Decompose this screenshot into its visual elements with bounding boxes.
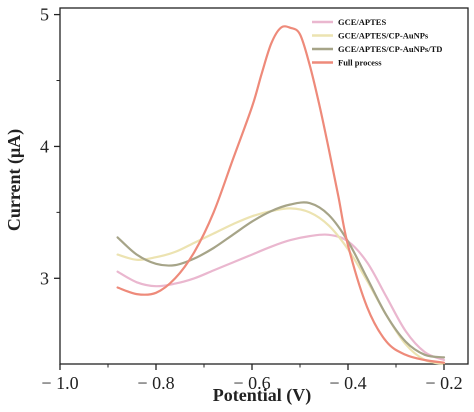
legend-label-3: Full process [338, 58, 382, 68]
axis-ticks: − 1.0 − 0.8 − 0.6 − 0.4 − 0.2 3 4 5 [40, 5, 463, 393]
legend: GCE/APTES GCE/APTES/CP-AuNPs GCE/APTES/CP-… [312, 17, 442, 68]
plot-area [59, 7, 469, 365]
y-tick-label: 4 [40, 136, 49, 156]
plot-frame [59, 7, 469, 365]
x-tick-label: − 0.8 [137, 373, 174, 393]
y-axis-title: Current (μA) [4, 129, 25, 231]
x-tick-label: − 0.6 [233, 373, 270, 393]
x-axis-title: Potential (V) [213, 385, 311, 406]
x-tick-label: − 1.0 [41, 373, 78, 393]
legend-label-2: GCE/APTES/CP-AuNPs/TD [338, 44, 442, 54]
series-lines [116, 25, 446, 366]
legend-label-0: GCE/APTES [338, 17, 386, 27]
series-line-2 [116, 201, 446, 359]
x-tick-label: − 0.2 [425, 373, 462, 393]
legend-label-1: GCE/APTES/CP-AuNPs [338, 31, 429, 41]
x-tick-label: − 0.4 [329, 373, 366, 393]
series-line-3 [116, 25, 446, 364]
y-tick-label: 5 [40, 5, 49, 25]
y-tick-label: 3 [40, 268, 49, 288]
series-line-0 [116, 233, 446, 362]
